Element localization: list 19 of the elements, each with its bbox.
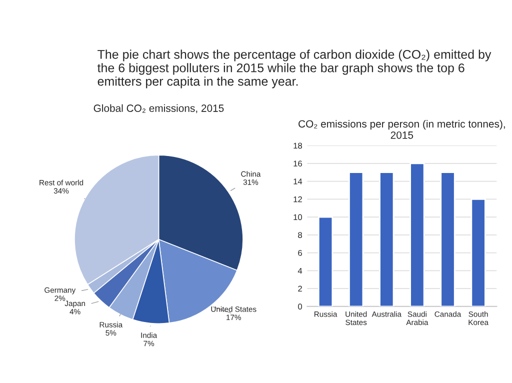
y-tick-label: 0	[298, 304, 302, 310]
y-tick-label: 12	[294, 196, 302, 202]
bar	[410, 162, 425, 306]
chart-title: Global CO₂ emissions, 2015	[94, 104, 224, 114]
y-tick-label: 14	[294, 178, 302, 184]
bar	[440, 172, 456, 306]
text: The pie chart shows the percentage of carbon dioxide (CO₂) emitted by the 6 biggest polluters in 2015 while the bar graph shows the top 6 emitters per capita in the same year.	[97, 50, 492, 88]
y-tick-label: 6	[298, 250, 302, 256]
bar	[470, 198, 486, 306]
y-tick-label: 10	[294, 214, 302, 220]
chart-title: CO₂ emissions per person (in metric tonnes), 2015	[298, 120, 505, 139]
y-tick-label: 2	[298, 286, 302, 292]
y-tick-label: 8	[298, 232, 302, 238]
bar	[318, 216, 334, 306]
bar	[379, 172, 394, 306]
y-tick-label: 18	[294, 142, 302, 149]
y-tick-label: 4	[298, 268, 302, 274]
y-tick-label: 16	[294, 160, 302, 167]
bar	[348, 172, 364, 306]
